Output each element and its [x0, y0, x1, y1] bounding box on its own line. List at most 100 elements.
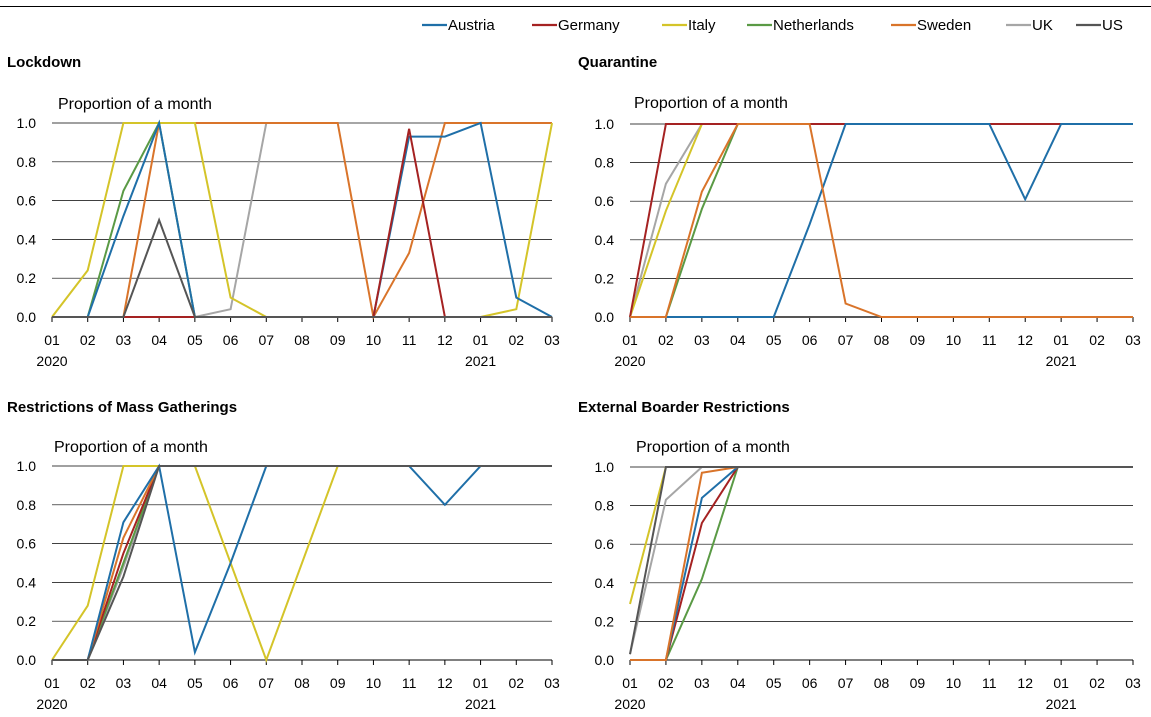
panel-2-xtick-5: 06 — [802, 332, 818, 348]
panel-3-xtick-3: 04 — [151, 675, 167, 691]
panel-1-xtick-8: 09 — [330, 332, 346, 348]
panel-3-year-label-2021: 2021 — [465, 696, 496, 712]
panel-1-xtick-7: 08 — [294, 332, 310, 348]
panel-2-xtick-6: 07 — [838, 332, 854, 348]
panel-3-title: Restrictions of Mass Gatherings — [7, 399, 237, 416]
panel-4-series-us — [629, 466, 1133, 655]
panel-4-xtick-5: 06 — [802, 675, 818, 691]
panel-4-ytick-0.8: 0.8 — [595, 498, 615, 514]
panel-1-y-axis-label: Proportion of a month — [58, 96, 212, 113]
legend-label-netherlands: Netherlands — [773, 17, 854, 34]
panel-2-ytick-0.4: 0.4 — [595, 232, 615, 248]
panel-4-xtick-7: 08 — [874, 675, 890, 691]
panel-2-ytick-0.8: 0.8 — [595, 155, 615, 171]
panel-3-ytick-0.4: 0.4 — [17, 574, 37, 590]
panel-1-xtick-14: 03 — [544, 332, 560, 348]
panel-2-series-austria — [630, 123, 1133, 318]
panel-3-xtick-7: 08 — [294, 675, 310, 691]
panel-1-xtick-4: 05 — [187, 332, 203, 348]
panel-1-series-austria — [52, 119, 553, 318]
panel-3-xtick-0: 01 — [44, 675, 60, 691]
panel-2-xtick-0: 01 — [622, 332, 638, 348]
panel-1-series-uk — [52, 122, 552, 318]
panel-4-xtick-9: 10 — [946, 675, 962, 691]
panel-1-series-germany — [52, 128, 552, 318]
panel-3-xtick-14: 03 — [544, 675, 560, 691]
panel-2-y-axis-label: Proportion of a month — [634, 95, 788, 112]
panel-2-xtick-13: 02 — [1089, 332, 1105, 348]
panel-1-series-sweden — [52, 122, 552, 320]
panel-4-title: External Boarder Restrictions — [578, 399, 790, 416]
legend-label-uk: UK — [1032, 17, 1053, 34]
panel-2-xtick-14: 03 — [1125, 332, 1141, 348]
panel-3-xtick-9: 10 — [366, 675, 382, 691]
panel-2-ytick-0.2: 0.2 — [595, 270, 615, 286]
panel-3-y-axis-label: Proportion of a month — [54, 439, 208, 456]
panel-4-xtick-14: 03 — [1125, 675, 1141, 691]
panel-2-series-netherlands — [630, 123, 1133, 318]
panel-2-ytick-0.0: 0.0 — [595, 309, 615, 325]
panel-2-year-label-2020: 2020 — [614, 353, 645, 369]
panel-1-xtick-10: 11 — [402, 332, 417, 348]
panel-3-xtick-5: 06 — [223, 675, 239, 691]
panel-4-xtick-2: 03 — [694, 675, 710, 691]
panel-3-ytick-0.6: 0.6 — [17, 536, 37, 552]
panel-2-xtick-7: 08 — [874, 332, 890, 348]
panel-1-ytick-1.0: 1.0 — [17, 115, 37, 131]
panel-3-xtick-6: 07 — [258, 675, 274, 691]
panel-4-xtick-11: 12 — [1017, 675, 1033, 691]
panel-4-xtick-6: 07 — [838, 675, 854, 691]
panel-1-ytick-0.2: 0.2 — [17, 270, 37, 286]
panel-1-year-label-2021: 2021 — [465, 353, 496, 369]
panel-3-xtick-11: 12 — [437, 675, 453, 691]
panel-4-ytick-0.2: 0.2 — [595, 613, 615, 629]
panel-2-xtick-8: 09 — [910, 332, 926, 348]
panel-3-ytick-1.0: 1.0 — [17, 458, 37, 474]
panel-4-xtick-13: 02 — [1089, 675, 1105, 691]
panel-2-xtick-2: 03 — [694, 332, 710, 348]
panel-4-year-label-2020: 2020 — [614, 696, 645, 712]
panel-4-xtick-3: 04 — [730, 675, 746, 691]
panel-1-xtick-6: 07 — [258, 332, 274, 348]
panel-3-xtick-4: 05 — [187, 675, 203, 691]
panel-2-xtick-1: 02 — [658, 332, 674, 348]
panel-4-xtick-12: 01 — [1053, 675, 1069, 691]
panel-2-year-label-2021: 2021 — [1046, 353, 1077, 369]
panel-3-xtick-10: 11 — [402, 675, 417, 691]
panel-2-ytick-0.6: 0.6 — [595, 193, 615, 209]
panel-3-series-us — [52, 465, 552, 661]
panel-1-xtick-12: 01 — [473, 332, 489, 348]
panel-3-year-label-2020: 2020 — [36, 696, 67, 712]
panel-2-xtick-11: 12 — [1017, 332, 1033, 348]
panel-4-ytick-0.0: 0.0 — [595, 652, 615, 668]
legend-label-us: US — [1102, 17, 1123, 34]
panel-1-series-netherlands — [52, 119, 552, 318]
panel-2-xtick-10: 11 — [982, 332, 997, 348]
panel-2-xtick-3: 04 — [730, 332, 746, 348]
panel-3-xtick-13: 02 — [508, 675, 524, 691]
panel-4-xtick-0: 01 — [622, 675, 638, 691]
panel-4-xtick-8: 09 — [910, 675, 926, 691]
panel-4-xtick-10: 11 — [982, 675, 997, 691]
legend-label-italy: Italy — [688, 17, 716, 34]
panel-1-xtick-13: 02 — [508, 332, 524, 348]
panel-3-ytick-0.2: 0.2 — [17, 613, 37, 629]
panel-4-xtick-1: 02 — [658, 675, 674, 691]
panel-1-ytick-0.0: 0.0 — [17, 309, 37, 325]
panel-2-series-sweden — [630, 123, 1133, 318]
panel-3-xtick-8: 09 — [330, 675, 346, 691]
panel-3-ytick-0.0: 0.0 — [17, 652, 37, 668]
panel-2-xtick-9: 10 — [946, 332, 962, 348]
panel-2-series-italy — [629, 123, 1133, 318]
panel-4-series-austria — [630, 466, 1133, 661]
panel-1-xtick-0: 01 — [44, 332, 60, 348]
panel-1-xtick-2: 03 — [116, 332, 132, 348]
panel-2-ytick-1.0: 1.0 — [595, 116, 615, 132]
legend-label-germany: Germany — [558, 17, 620, 34]
panel-2-series-uk — [629, 123, 1133, 318]
panel-1-xtick-1: 02 — [80, 332, 96, 348]
panel-1-xtick-11: 12 — [437, 332, 453, 348]
panel-1-ytick-0.8: 0.8 — [17, 154, 37, 170]
